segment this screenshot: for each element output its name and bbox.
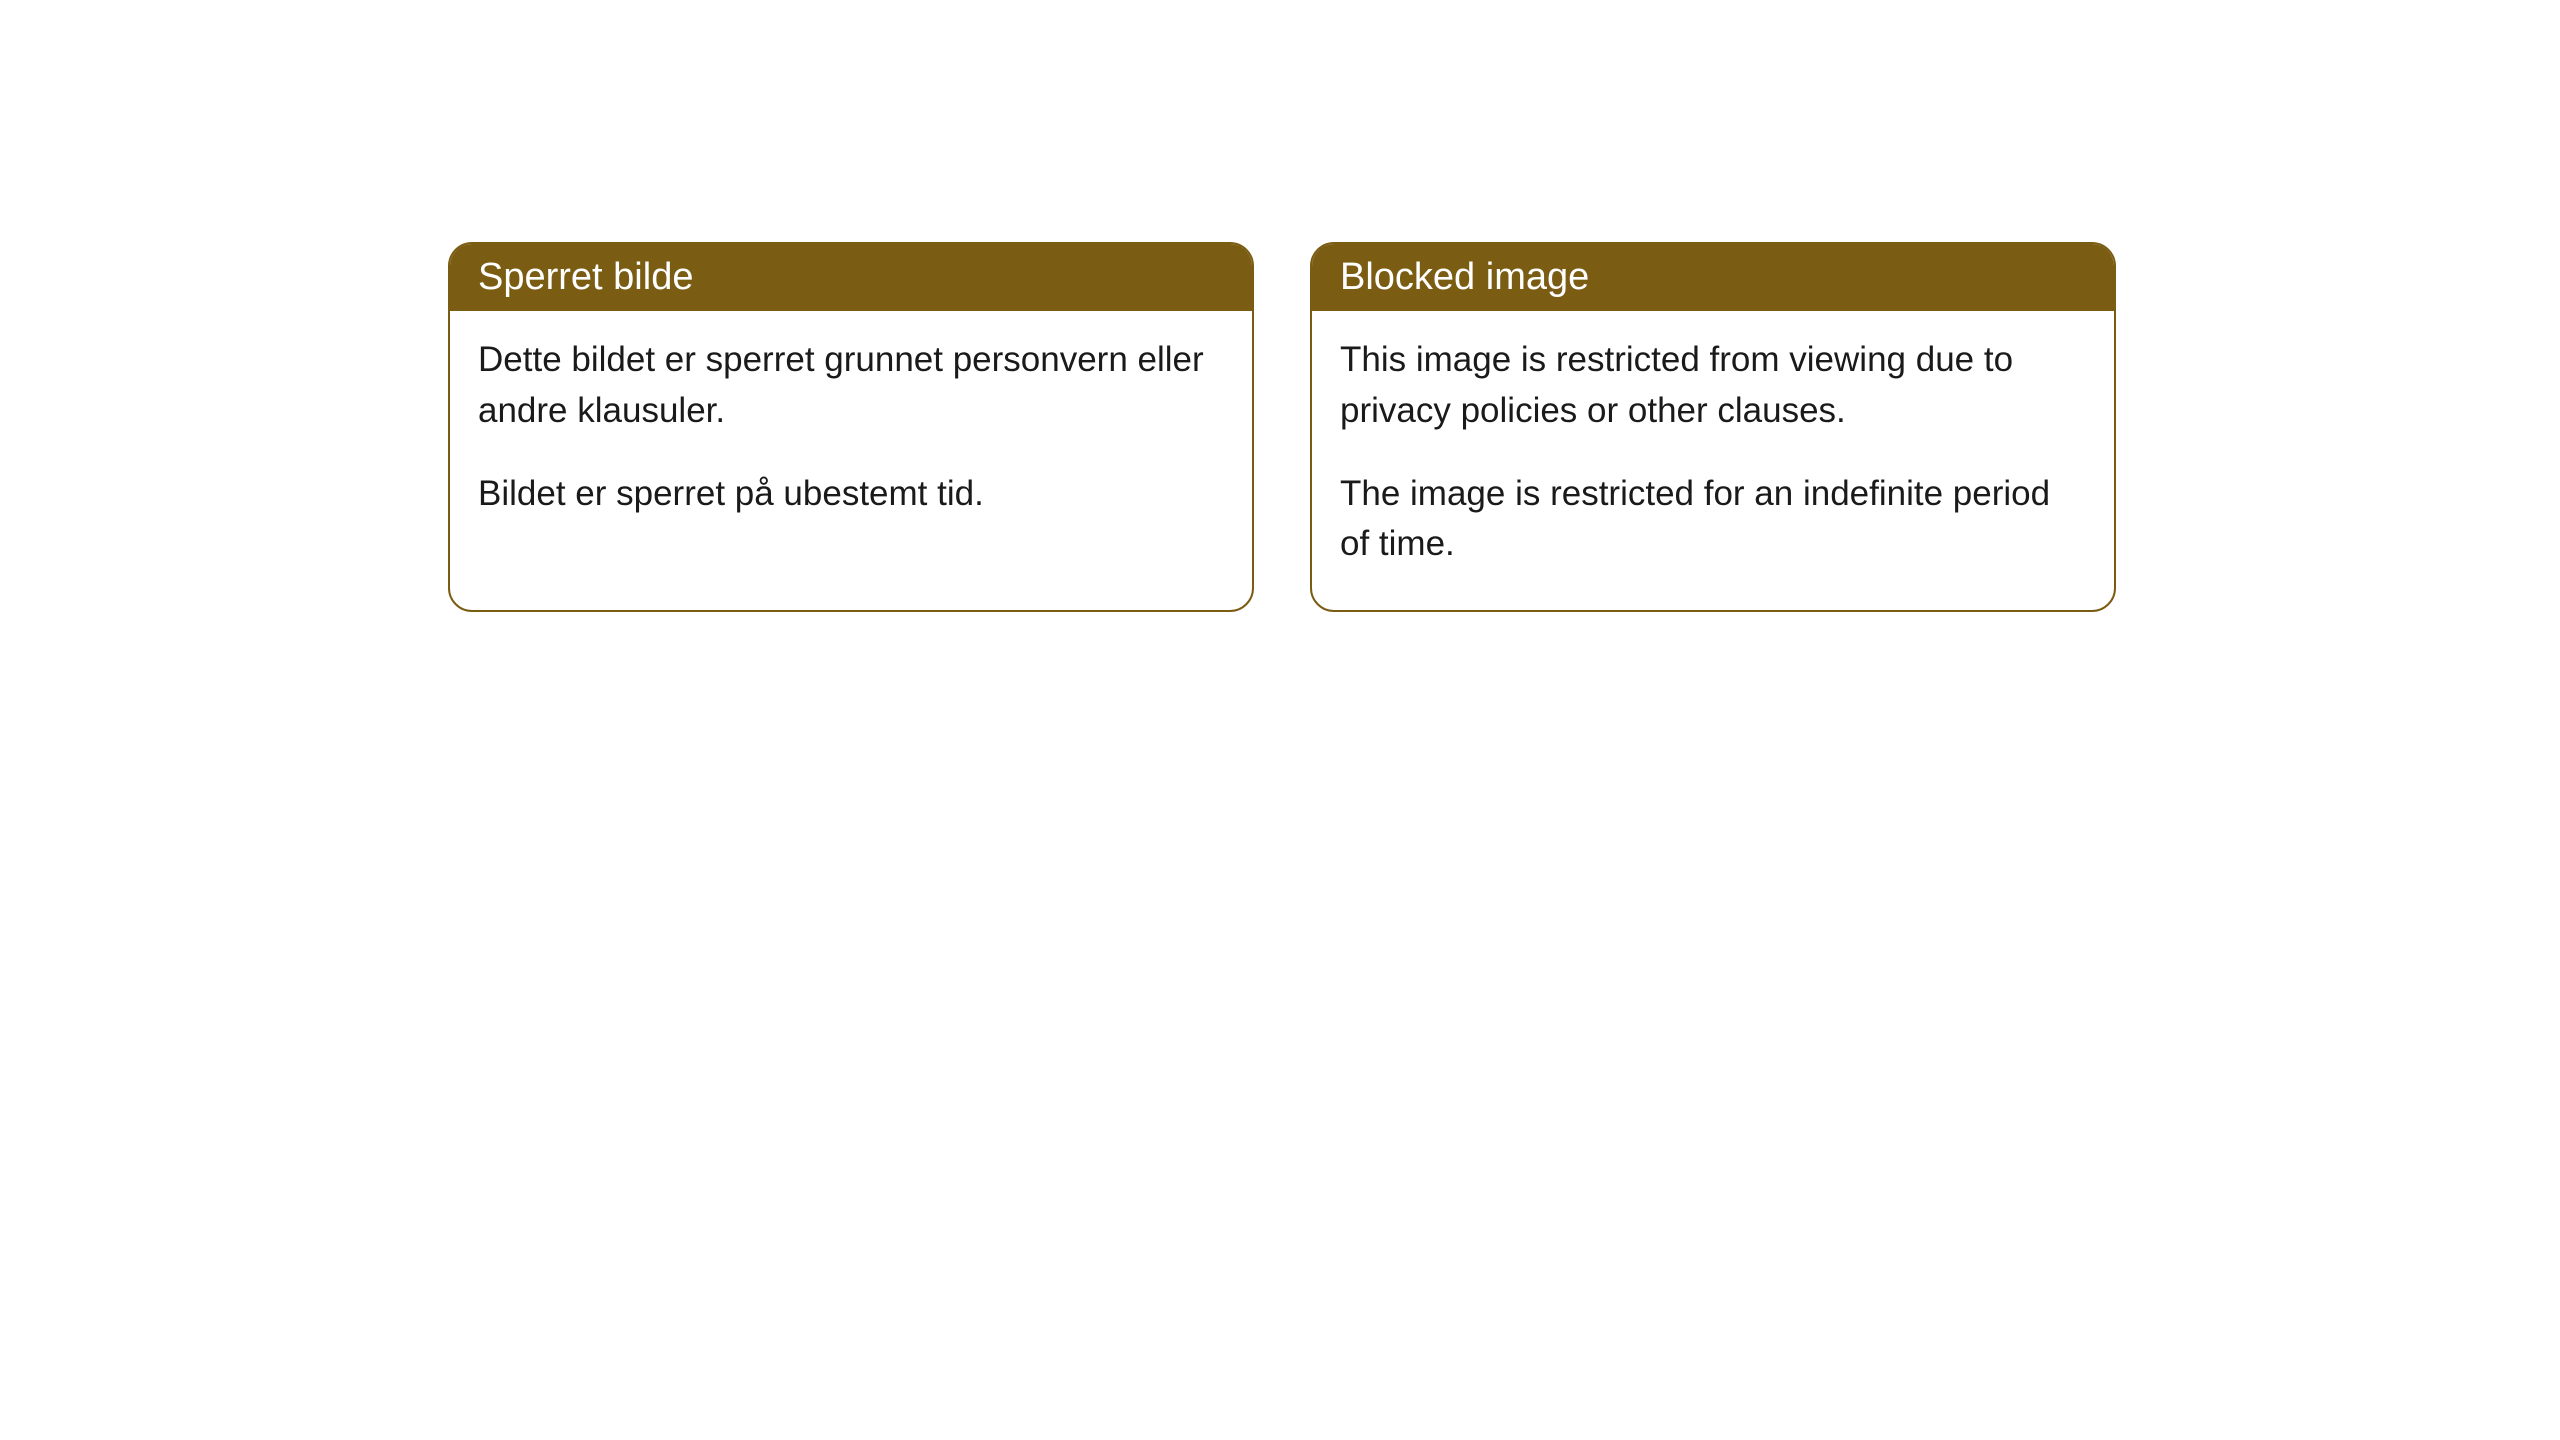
blocked-image-card-norwegian: Sperret bilde Dette bildet er sperret gr… [448,242,1254,612]
card-paragraph-1-norwegian: Dette bildet er sperret grunnet personve… [478,335,1224,437]
card-paragraph-2-norwegian: Bildet er sperret på ubestemt tid. [478,469,1224,520]
card-body-norwegian: Dette bildet er sperret grunnet personve… [450,311,1252,559]
card-paragraph-2-english: The image is restricted for an indefinit… [1340,469,2086,571]
blocked-image-card-english: Blocked image This image is restricted f… [1310,242,2116,612]
notice-cards-container: Sperret bilde Dette bildet er sperret gr… [448,242,2116,612]
card-title-norwegian: Sperret bilde [450,244,1252,311]
card-paragraph-1-english: This image is restricted from viewing du… [1340,335,2086,437]
card-title-english: Blocked image [1312,244,2114,311]
card-body-english: This image is restricted from viewing du… [1312,311,2114,610]
